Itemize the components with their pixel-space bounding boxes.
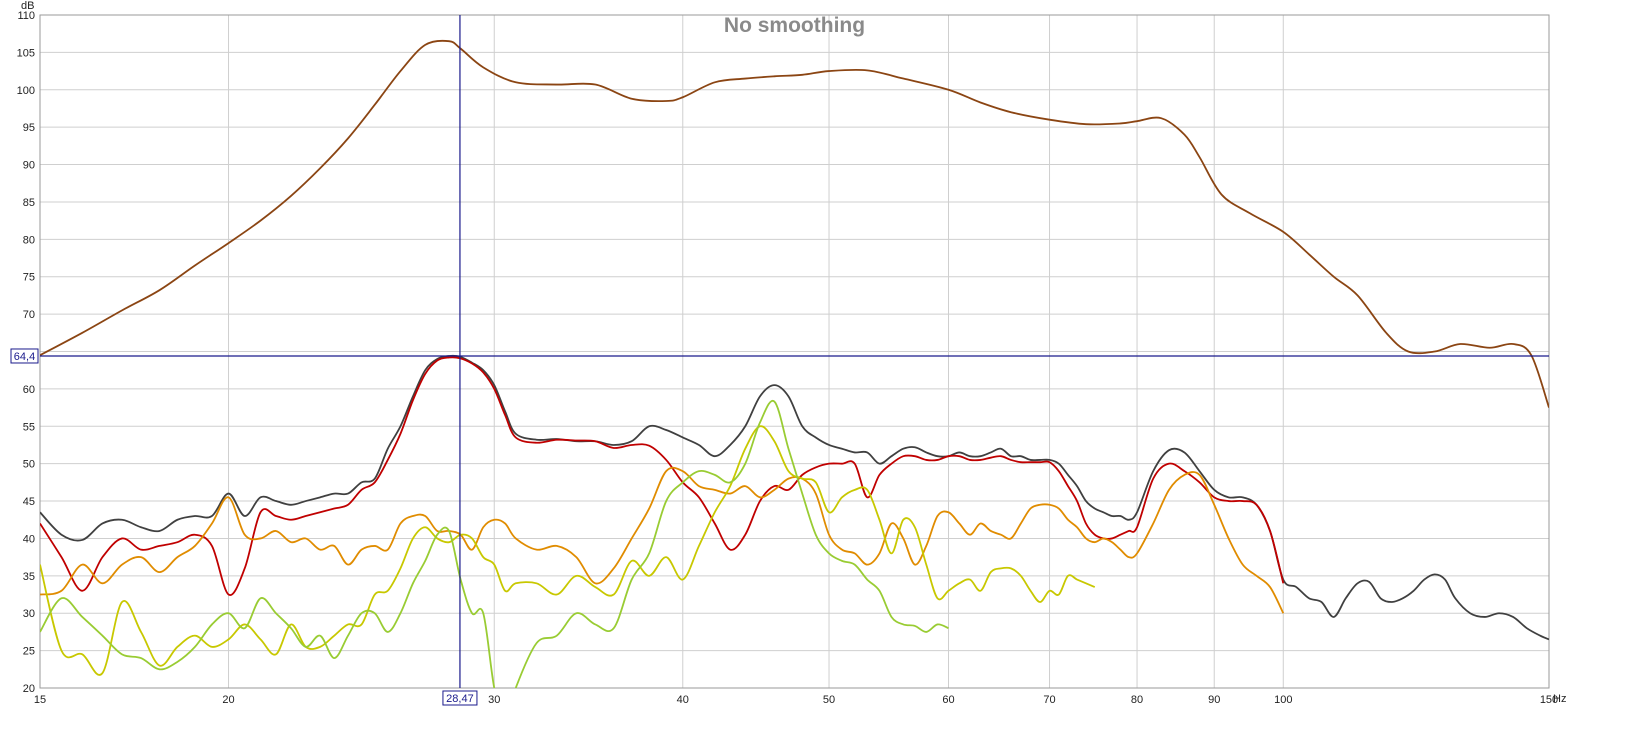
y-tick-label: 110 (17, 10, 35, 22)
series-line-1 (40, 39, 1549, 408)
tick-labels: 20 25 30 35 40 45 50 55 60 70 75 80 85 90 95 100 105 110 1… (17, 10, 1559, 706)
y-tick-label: 50 (23, 459, 35, 471)
y-tick-label: 40 (23, 533, 35, 545)
cursor-x-readout-box (442, 690, 478, 706)
y-tick-label: 100 (17, 85, 35, 97)
cursor-y-readout: 64,4 (14, 351, 35, 363)
y-tick-label: 60 (23, 384, 35, 396)
grid-layer (40, 15, 1549, 688)
y-tick-label: 20 (23, 683, 35, 695)
x-tick-label: 90 (1208, 694, 1220, 706)
x-axis-unit-label: Hz (1553, 693, 1566, 705)
y-tick-label: 35 (23, 571, 35, 583)
series-line-5 (40, 425, 1096, 676)
y-tick-label: 90 (23, 160, 35, 172)
series-line-6 (40, 399, 949, 688)
chart-title: No smoothing (724, 14, 865, 37)
y-tick-label: 75 (23, 272, 35, 284)
series-line-4 (40, 466, 1285, 614)
y-tick-label: 25 (23, 646, 35, 658)
cursor-y-readout-box (10, 348, 39, 364)
cursor-x-readout: 28,47 (446, 693, 474, 705)
x-tick-label: 150 (1540, 694, 1558, 706)
plot-frame (39, 14, 1550, 689)
x-tick-label: 70 (1043, 694, 1055, 706)
y-tick-label: 95 (23, 122, 35, 134)
y-tick-label: 55 (23, 421, 35, 433)
x-tick-label: 80 (1131, 694, 1143, 706)
y-tick-label: 80 (23, 234, 35, 246)
y-axis-unit-label: dB (21, 0, 34, 12)
series-line-3 (40, 356, 1285, 596)
x-tick-label: 60 (942, 694, 954, 706)
y-tick-label: 70 (23, 309, 35, 321)
series-layer (40, 39, 1549, 688)
cursor[interactable]: 64,4 28,47 (10, 15, 1549, 706)
x-tick-label: 50 (823, 694, 835, 706)
y-tick-label: 30 (23, 608, 35, 620)
y-tick-label: 105 (17, 47, 35, 59)
x-tick-label: 100 (1274, 694, 1292, 706)
x-tick-label: 40 (677, 694, 689, 706)
x-tick-label: 20 (222, 694, 234, 706)
y-tick-label: 45 (23, 496, 35, 508)
y-tick-label: 85 (23, 197, 35, 209)
x-tick-label: 30 (488, 694, 500, 706)
series-line-2 (40, 354, 1549, 641)
x-tick-label: 15 (34, 694, 46, 706)
